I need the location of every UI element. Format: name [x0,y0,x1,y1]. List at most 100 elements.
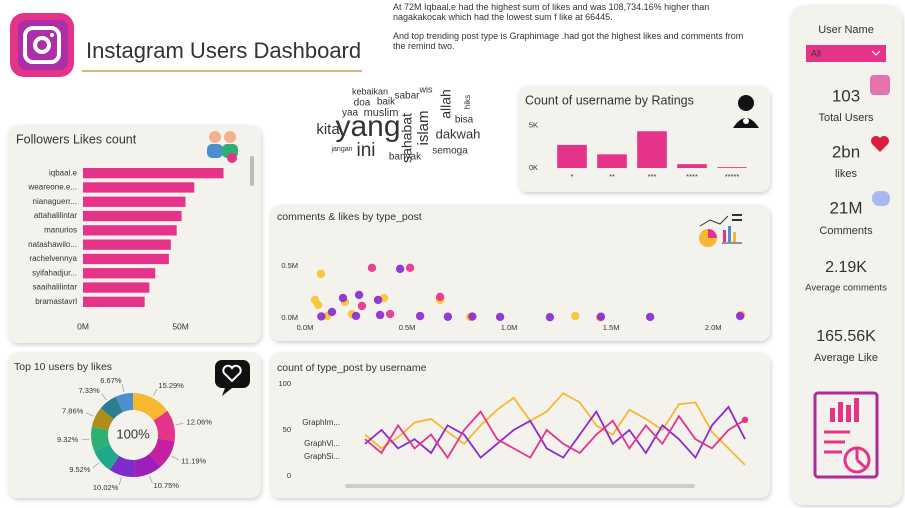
kpi-label: Comments [819,225,873,237]
chart-title: Count of username by Ratings [525,93,694,107]
word: hiks [463,95,472,109]
y-tick-label: rachelvennya [29,254,77,263]
kpi-value: 2.19K [825,259,867,276]
legend-label: GraphSi... [304,452,340,461]
page-title: Instagram Users Dashboard [86,38,361,63]
scrollbar[interactable] [250,156,254,186]
chart-title: comments & likes by type_post [277,211,422,223]
chart-title: Followers Likes count [16,132,137,146]
x-tick-label: 1.5M [603,323,620,332]
users-kpi-icon [870,75,890,95]
point [338,293,348,303]
side-panel [790,5,902,505]
x-tick-label: 0M [77,321,89,331]
word: dakwah [436,126,481,141]
y-tick-label: 0K [529,163,538,172]
leader-line [175,422,184,426]
slicer-dropdown[interactable] [806,45,886,62]
bar [83,196,186,207]
line [364,410,746,460]
slicer-value[interactable]: All [811,48,821,58]
chart-icon [699,214,742,247]
narrative: At 72M Iqbaal.e had the highest sum of l… [393,2,753,60]
data-label: 7.33% [78,386,100,395]
word: allah [438,89,454,119]
comment-icon [872,191,890,206]
scrollbar[interactable] [345,484,695,488]
data-label: 15.29% [158,381,184,390]
y-tick-label: 100 [278,379,291,388]
donut-slice [91,408,114,431]
point [351,311,361,321]
point [435,292,445,302]
leader-line [149,475,153,484]
point [354,290,364,300]
heart-bubble-icon [215,360,250,396]
word: ini [356,140,375,161]
chart-title: count of type_post by username [277,362,427,374]
donut-slice [94,444,120,471]
x-tick-label: 1.0M [501,323,518,332]
data-label: 11.19% [181,456,206,465]
point [468,312,477,321]
legend-label: GraphIm... [302,418,340,427]
word: yang [335,110,400,143]
y-tick-label: 0 [287,471,291,480]
y-tick-label: 0.0M [281,313,298,322]
x-tick-label: 0.5M [399,323,416,332]
x-tick-label: 0.0M [297,323,314,332]
kpi-value: 21M [829,198,862,217]
report-icon [813,391,879,479]
x-tick-label: 50M [172,321,189,331]
card [8,352,261,498]
chevron[interactable] [871,50,881,56]
point [367,263,377,273]
word: baik [377,97,396,108]
kpi-label: Total Users [818,112,874,124]
leader-line [92,462,100,469]
x-tick-label: *** [648,172,657,181]
x-tick-label: ** [609,172,615,181]
bar [83,225,177,236]
x-tick-label: ***** [725,172,740,181]
y-tick-label: syifahadjur... [32,268,77,277]
point [405,263,415,273]
y-tick-label: 5K [529,120,538,129]
word: sabar [394,91,420,102]
bar [83,168,224,179]
point [545,312,555,322]
y-tick-label: saaihalilintar [33,283,78,292]
users-icon [207,131,238,163]
word: semoga [432,146,468,157]
point [645,312,655,322]
point [735,311,745,321]
bar [83,296,145,307]
rating-icon [733,95,759,128]
donut-slice [133,393,168,421]
y-tick-label: nianaguerr... [33,197,77,206]
point [395,264,405,274]
x-tick-label: **** [686,172,698,181]
point [357,301,367,311]
logo [18,20,68,70]
y-tick-label: iqbaal.e [49,168,78,177]
leader-line [81,438,90,441]
bar [637,131,667,168]
leader-line [153,388,158,397]
y-tick-label: attahalilintar [34,211,77,220]
word: yaa [342,108,359,119]
legend-label: GraphVi... [304,439,340,448]
narrative-text: At 72M Iqbaal.e had the highest sum of l… [393,2,710,22]
data-label: 10.02% [93,483,119,492]
bar [677,164,707,168]
y-tick-label: natashawilo... [28,240,77,249]
point [385,309,395,319]
end-marker [741,416,749,424]
word: jangan [330,146,352,153]
data-label: 7.86% [62,406,84,415]
word: banyak [389,152,422,163]
word: bisa [455,115,474,126]
chart-title: Top 10 users by likes [14,361,112,373]
